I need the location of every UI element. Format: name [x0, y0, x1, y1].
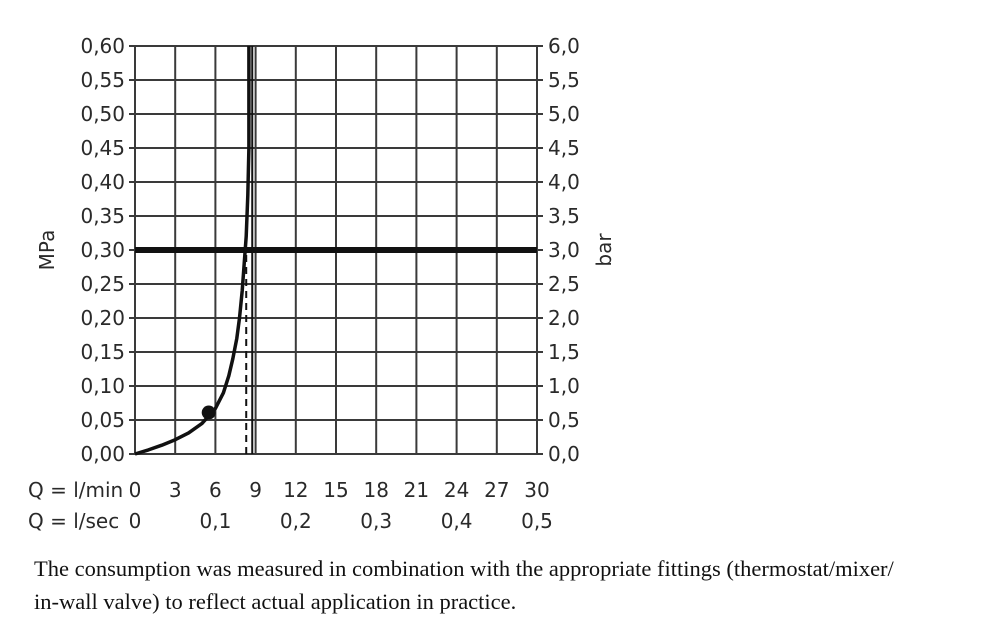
y-right-tick-label: 0,5 [548, 408, 580, 432]
x-primary-tick-label: 30 [524, 478, 549, 502]
x-secondary-tick-label: 0,4 [441, 509, 473, 533]
y-right-tick-label: 3,5 [548, 204, 580, 228]
x-primary-tick-label: 12 [283, 478, 308, 502]
footnote-line-1: The consumption was measured in combinat… [34, 556, 894, 581]
footnote-line-2: in-wall valve) to reflect actual applica… [34, 589, 517, 614]
x-primary-tick-label: 18 [363, 478, 388, 502]
x-axis-secondary-label: Q = l/sec [28, 509, 119, 533]
x-primary-tick-label: 0 [129, 478, 142, 502]
operating-point-marker [201, 405, 216, 420]
chart-tick-labels: 0,00 0,00,05 0,50,10 1,00,15 1,50,20 2,00,25 2… [80, 34, 579, 533]
x-primary-tick-label: 27 [484, 478, 509, 502]
y-left-tick-label: 0,40 [80, 170, 125, 194]
y-right-tick-label: 5,0 [548, 102, 580, 126]
y-left-tick-label: 0,60 [80, 34, 125, 58]
y-left-tick-label: 0,25 [80, 272, 125, 296]
y-right-tick-label: 2,5 [548, 272, 580, 296]
footnote: The consumption was measured in combinat… [34, 552, 984, 618]
x-primary-tick-label: 24 [444, 478, 469, 502]
y-right-tick-label: 4,5 [548, 136, 580, 160]
y-right-tick-label: 1,0 [548, 374, 580, 398]
x-primary-tick-label: 6 [209, 478, 222, 502]
y-left-tick-label: 0,55 [80, 68, 125, 92]
y-left-tick-label: 0,20 [80, 306, 125, 330]
x-primary-tick-label: 21 [404, 478, 429, 502]
y-left-tick-label: 0,45 [80, 136, 125, 160]
y-left-tick-label: 0,30 [80, 238, 125, 262]
reference-lines [135, 46, 537, 454]
x-secondary-tick-label: 0,2 [280, 509, 312, 533]
x-secondary-tick-label: 0,3 [360, 509, 392, 533]
y-left-tick-label: 0,35 [80, 204, 125, 228]
y-axis-left-label: MPa [35, 230, 59, 271]
y-right-tick-label: 4,0 [548, 170, 580, 194]
y-right-tick-label: 6,0 [548, 34, 580, 58]
y-right-tick-label: 0,0 [548, 442, 580, 466]
x-secondary-tick-label: 0 [129, 509, 142, 533]
chart-series [134, 46, 251, 456]
y-left-tick-label: 0,15 [80, 340, 125, 364]
y-axis-right-label: bar [592, 233, 616, 267]
y-right-tick-label: 1,5 [548, 340, 580, 364]
flow-curve [134, 46, 251, 456]
y-left-tick-label: 0,50 [80, 102, 125, 126]
y-left-tick-label: 0,10 [80, 374, 125, 398]
y-left-tick-label: 0,05 [80, 408, 125, 432]
y-right-tick-label: 2,0 [548, 306, 580, 330]
x-primary-tick-label: 15 [323, 478, 348, 502]
x-axis-primary-label: Q = l/min [28, 478, 123, 502]
y-right-tick-label: 3,0 [548, 238, 580, 262]
y-right-tick-label: 5,5 [548, 68, 580, 92]
x-secondary-tick-label: 0,5 [521, 509, 553, 533]
flow-pressure-chart: 0,00 0,00,05 0,50,10 1,00,15 1,50,20 2,00,25 2… [28, 34, 616, 533]
x-primary-tick-label: 3 [169, 478, 182, 502]
x-secondary-tick-label: 0,1 [199, 509, 231, 533]
x-primary-tick-label: 9 [249, 478, 262, 502]
y-left-tick-label: 0,00 [80, 442, 125, 466]
